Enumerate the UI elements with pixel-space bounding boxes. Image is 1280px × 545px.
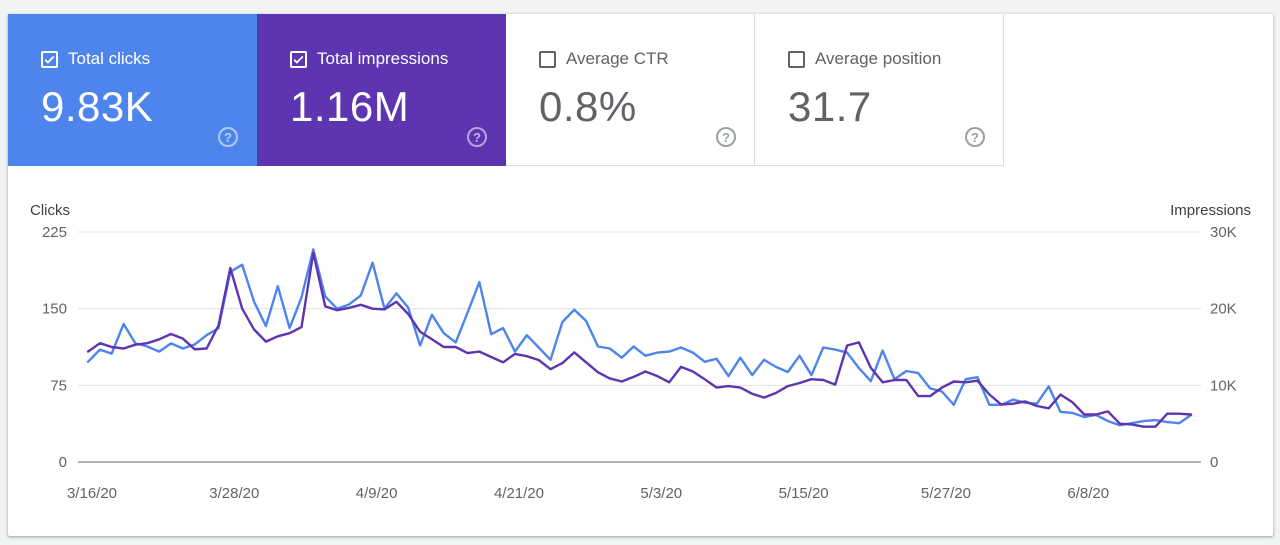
metric-card-header: Average position — [788, 49, 941, 69]
checkbox-checked-icon[interactable] — [290, 50, 307, 68]
metric-label: Total clicks — [68, 49, 151, 68]
y-left-tick-label: 225 — [42, 224, 67, 241]
x-tick-label: 5/27/20 — [921, 485, 971, 502]
metric-card-total-impressions[interactable]: Total impressions 1.16M ? — [257, 14, 506, 166]
x-tick-label: 4/9/20 — [356, 485, 398, 502]
series-line-clicks — [86, 248, 1193, 427]
checkbox-unchecked-icon[interactable] — [788, 50, 805, 68]
x-tick-label: 3/16/20 — [67, 485, 117, 502]
metric-card-total-clicks[interactable]: Total clicks 9.83K ? — [8, 14, 257, 166]
metric-value: 1.16M — [290, 83, 410, 130]
x-tick-label: 4/21/20 — [494, 485, 544, 502]
checkbox-checked-icon[interactable] — [41, 50, 58, 68]
metric-label: Average CTR — [566, 49, 669, 68]
y-left-tick-label: 0 — [59, 454, 67, 471]
metric-value: 9.83K — [41, 83, 154, 130]
x-tick-label: 5/3/20 — [640, 485, 682, 502]
y-left-tick-label: 150 — [42, 301, 67, 318]
performance-panel: Total clicks 9.83K ? Total impressions 1… — [8, 14, 1273, 536]
y-axis-right-title: Impressions — [1170, 202, 1251, 219]
help-icon[interactable]: ? — [218, 127, 238, 147]
help-icon[interactable]: ? — [716, 127, 736, 147]
checkbox-unchecked-icon[interactable] — [539, 50, 556, 68]
y-right-tick-label: 20K — [1210, 301, 1237, 318]
metric-value: 31.7 — [788, 83, 872, 130]
metric-card-header: Total clicks — [41, 49, 150, 69]
y-right-tick-label: 0 — [1210, 454, 1218, 471]
metric-card-average-ctr[interactable]: Average CTR 0.8% ? — [506, 14, 755, 166]
metric-card-header: Average CTR — [539, 49, 669, 69]
metric-value: 0.8% — [539, 83, 637, 130]
y-axis-left-title: Clicks — [30, 202, 70, 219]
x-tick-label: 6/8/20 — [1067, 485, 1109, 502]
y-left-tick-label: 75 — [50, 377, 67, 394]
x-tick-label: 5/15/20 — [779, 485, 829, 502]
metric-card-average-position[interactable]: Average position 31.7 ? — [755, 14, 1004, 166]
metric-cards: Total clicks 9.83K ? Total impressions 1… — [8, 14, 1004, 166]
metric-label: Average position — [815, 49, 942, 68]
help-icon[interactable]: ? — [965, 127, 985, 147]
x-tick-label: 3/28/20 — [209, 485, 259, 502]
series-line-impressions — [86, 251, 1193, 428]
help-icon[interactable]: ? — [467, 127, 487, 147]
metric-label: Total impressions — [317, 49, 449, 68]
y-right-tick-label: 10K — [1210, 377, 1237, 394]
metric-card-header: Total impressions — [290, 49, 448, 69]
performance-chart: Clicks Impressions 0 75 150 225 0 10K 20K 30K … — [8, 14, 1273, 536]
y-right-tick-label: 30K — [1210, 224, 1237, 241]
